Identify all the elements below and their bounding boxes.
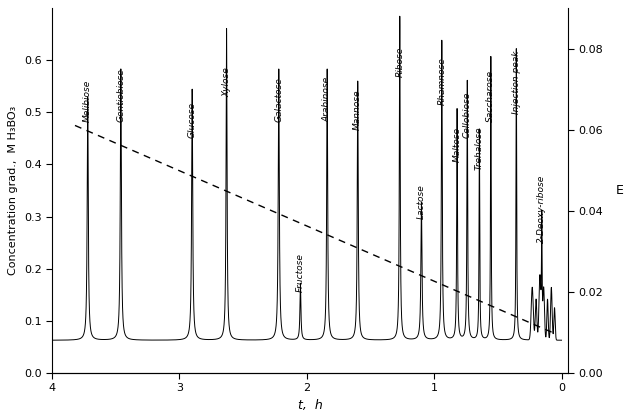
X-axis label: t,  h: t, h	[298, 399, 322, 412]
Text: Rhamnose: Rhamnose	[437, 58, 446, 105]
Y-axis label: Concentration grad.,  M H₃BO₃: Concentration grad., M H₃BO₃	[8, 106, 18, 275]
Text: Mannose: Mannose	[353, 89, 362, 130]
Y-axis label: E: E	[616, 184, 624, 197]
Text: Glucose: Glucose	[188, 102, 197, 138]
Text: Injection peak: Injection peak	[512, 50, 521, 113]
Text: Cellobiose: Cellobiose	[463, 92, 471, 138]
Text: Melibiose: Melibiose	[83, 79, 92, 122]
Text: Trehalose: Trehalose	[475, 127, 484, 170]
Text: Galactose: Galactose	[274, 77, 283, 122]
Text: Gentiobiose: Gentiobiose	[116, 68, 125, 122]
Text: Arabinose: Arabinose	[323, 76, 332, 122]
Text: Ribose: Ribose	[395, 47, 404, 77]
Text: Maltose: Maltose	[453, 127, 461, 162]
Text: Lactose: Lactose	[417, 184, 426, 219]
Text: 2-Deoxy-ribose: 2-Deoxy-ribose	[537, 175, 546, 243]
Text: Saccharose: Saccharose	[487, 70, 495, 122]
Text: Xylose: Xylose	[222, 68, 231, 97]
Text: Fructose: Fructose	[296, 253, 305, 292]
